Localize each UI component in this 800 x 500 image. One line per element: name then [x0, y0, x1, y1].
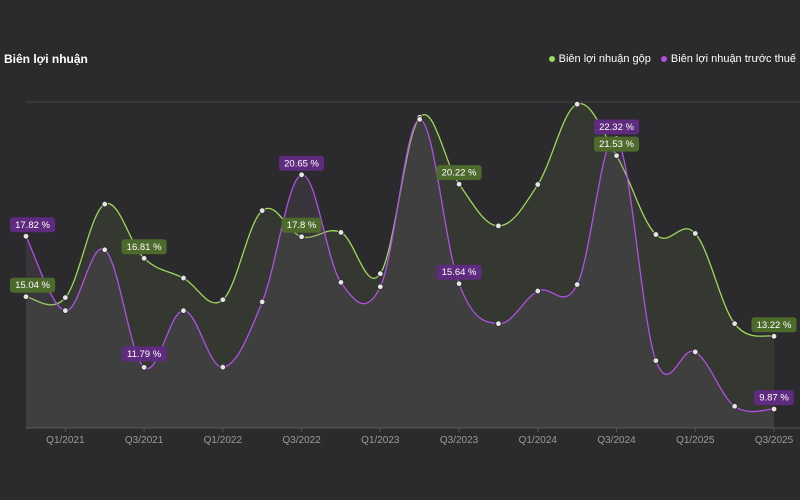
- data-point-1-8: [337, 279, 345, 286]
- series-area-1: [26, 119, 774, 428]
- data-point-1-11: [455, 280, 463, 287]
- data-point-1-10: [416, 116, 423, 123]
- data-label-0-3: 16.81 %: [121, 239, 167, 255]
- data-label-1-19: 9.87 %: [754, 390, 794, 406]
- x-tick-label: Q3/2023: [440, 435, 479, 446]
- data-point-0-0: [22, 293, 30, 300]
- data-label-0-11: 20.22 %: [436, 165, 482, 181]
- data-label-text: 15.64 %: [442, 267, 477, 278]
- data-label-bg: [593, 136, 640, 152]
- data-point-0-18: [731, 320, 738, 327]
- chart-title: Biên lợi nhuận: [4, 52, 88, 66]
- data-label-text: 17.82 %: [15, 220, 50, 231]
- data-point-0-19: [770, 333, 778, 340]
- data-point-1-2: [101, 246, 108, 253]
- legend-dot-gross: [548, 56, 555, 62]
- data-point-0-7: [298, 233, 305, 240]
- x-tick-label: Q3/2021: [125, 435, 164, 446]
- data-label-1-15: 22.32 %: [593, 119, 640, 135]
- data-point-1-7: [298, 171, 305, 179]
- data-label-1-11: 15.64 %: [436, 264, 482, 280]
- data-point-1-13: [534, 287, 541, 295]
- data-point-0-2: [101, 200, 108, 208]
- data-point-1-18: [731, 403, 738, 410]
- data-label-1-7: 20.65 %: [279, 155, 325, 171]
- data-label-text: 11.79 %: [127, 349, 162, 360]
- data-label-bg: [281, 217, 322, 233]
- data-point-1-5: [219, 363, 227, 371]
- data-label-bg: [121, 239, 167, 255]
- data-point-0-14: [573, 100, 581, 108]
- x-tick-label: Q1/2022: [204, 435, 243, 446]
- data-label-text: 16.81 %: [127, 242, 162, 253]
- data-label-bg: [10, 277, 56, 293]
- legend-item-gross[interactable]: Biên lợi nhuận gộp: [548, 53, 651, 65]
- data-point-0-5: [219, 296, 227, 303]
- data-point-1-12: [495, 320, 502, 327]
- data-point-0-9: [377, 270, 384, 277]
- data-label-text: 17.8 %: [287, 220, 317, 231]
- x-tick-label: Q1/2024: [519, 435, 558, 446]
- data-point-1-4: [180, 307, 187, 314]
- data-label-bg: [10, 217, 56, 233]
- data-point-0-3: [140, 255, 148, 262]
- data-point-0-17: [692, 230, 699, 237]
- legend-item-pretax[interactable]: Biên lợi nhuận trước thuế: [660, 53, 796, 65]
- data-point-1-6: [259, 298, 266, 306]
- x-tick-label: Q1/2025: [676, 435, 715, 446]
- data-point-1-19: [770, 405, 778, 413]
- legend-label-pretax: Biên lợi nhuận trước thuế: [670, 53, 796, 65]
- x-tick-label: Q1/2023: [361, 435, 400, 446]
- data-label-bg: [436, 264, 482, 280]
- data-point-1-17: [692, 348, 699, 356]
- data-label-text: 13.22 %: [757, 320, 792, 331]
- series-line-1: [25, 118, 775, 413]
- data-point-0-16: [652, 231, 660, 238]
- data-label-bg: [121, 346, 167, 362]
- data-label-text: 22.32 %: [599, 122, 634, 133]
- data-point-1-14: [573, 281, 581, 288]
- data-label-0-15: 21.53 %: [593, 136, 640, 152]
- legend: Biên lợi nhuận gộp Biên lợi nhuận trước …: [548, 53, 796, 65]
- data-point-0-8: [337, 229, 345, 236]
- data-point-0-13: [534, 181, 541, 188]
- data-label-text: 9.87 %: [759, 393, 789, 404]
- data-point-0-1: [62, 294, 69, 301]
- data-label-0-19: 13.22 %: [751, 317, 797, 333]
- data-label-1-0: 17.82 %: [10, 217, 56, 233]
- x-tick-label: Q1/2021: [46, 435, 85, 446]
- series-area-0: [26, 103, 774, 428]
- data-point-1-16: [652, 357, 660, 364]
- x-tick-label: Q3/2022: [282, 435, 321, 446]
- data-label-text: 20.22 %: [442, 168, 477, 179]
- x-tick-label: Q3/2025: [755, 435, 794, 446]
- data-label-bg: [751, 317, 797, 333]
- data-point-1-0: [22, 233, 30, 240]
- data-label-bg: [279, 155, 325, 171]
- data-label-0-7: 17.8 %: [281, 217, 322, 233]
- data-point-0-15: [613, 152, 620, 159]
- data-label-0-0: 15.04 %: [10, 277, 56, 293]
- legend-dot-pretax: [660, 56, 667, 62]
- data-label-text: 20.65 %: [284, 158, 319, 169]
- data-point-1-9: [377, 283, 384, 290]
- data-point-0-11: [455, 180, 463, 188]
- x-tick-label: Q3/2024: [597, 435, 636, 446]
- data-point-1-3: [140, 364, 148, 371]
- data-label-1-3: 11.79 %: [121, 346, 167, 362]
- data-label-bg: [754, 390, 794, 406]
- data-label-text: 21.53 %: [599, 139, 634, 150]
- data-label-text: 15.04 %: [15, 280, 50, 291]
- data-label-bg: [593, 119, 640, 135]
- legend-label-gross: Biên lợi nhuận gộp: [558, 53, 651, 65]
- data-label-bg: [436, 165, 482, 181]
- data-point-1-1: [62, 307, 69, 314]
- data-point-0-6: [259, 207, 266, 214]
- data-point-0-4: [180, 274, 187, 282]
- data-point-0-12: [495, 222, 502, 230]
